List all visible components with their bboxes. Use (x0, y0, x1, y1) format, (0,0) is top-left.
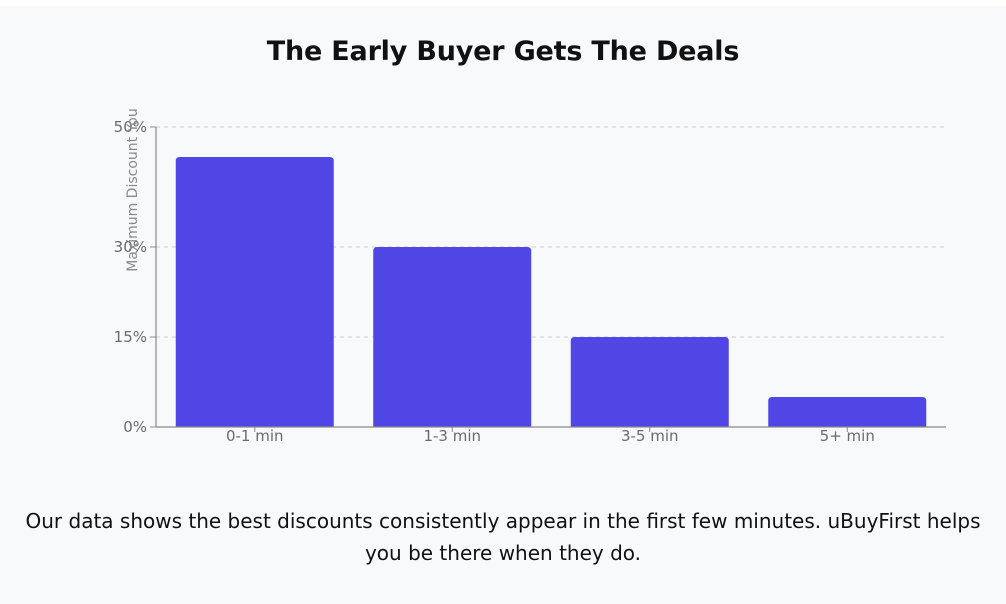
chart-caption: Our data shows the best discounts consis… (25, 509, 981, 565)
axes (155, 127, 946, 428)
bar-0-1-min (175, 157, 334, 427)
y-axis-label: Maximum Discount You (125, 108, 141, 271)
x-tick-labels: 0-1 min 1-3 min 3-5 min 5+ min (226, 427, 875, 445)
x-tick-label: 5+ min (820, 427, 875, 445)
bar-3-5-min (570, 337, 729, 427)
x-tick-label: 1-3 min (423, 427, 481, 445)
x-tick-label: 3-5 min (621, 427, 679, 445)
bar-1-3-min (373, 247, 532, 427)
y-tick-label: 0% (123, 418, 147, 436)
y-tick-label: 30% (114, 238, 147, 256)
y-tick-label: 15% (114, 328, 147, 346)
x-tick-label: 0-1 min (226, 427, 284, 445)
bars (175, 157, 927, 427)
bar-5-min (768, 397, 927, 427)
y-tick-label: 50% (114, 118, 147, 136)
y-tick-labels: 0% 15% 30% 50% (114, 118, 156, 436)
chart-title: The Early Buyer Gets The Deals (266, 36, 740, 67)
